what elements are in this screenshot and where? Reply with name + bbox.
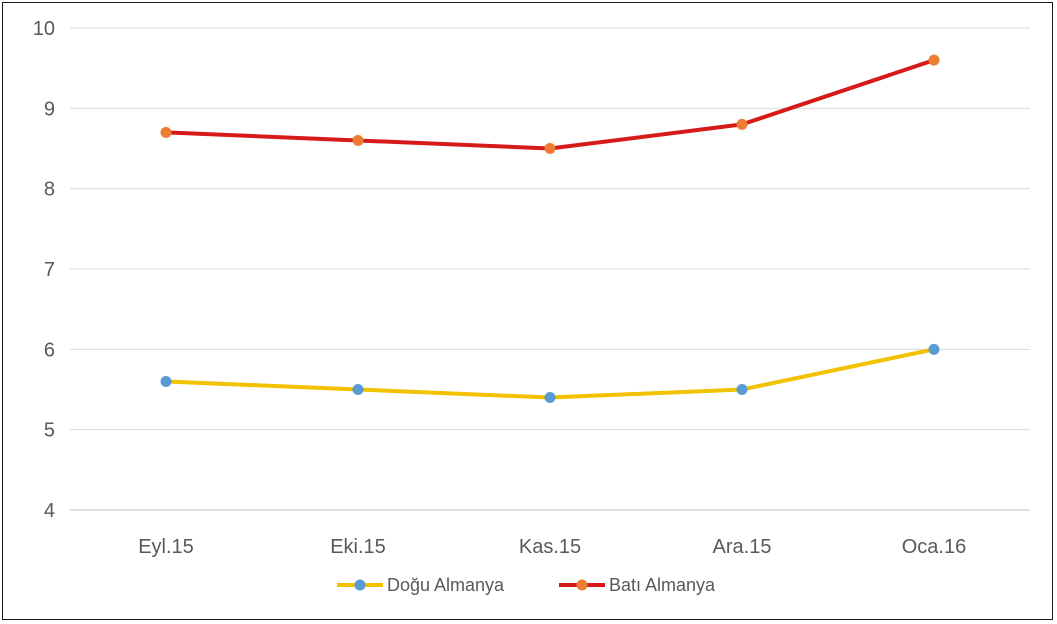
axis-labels: 4 5 6 7 8 9 10 Eyl.15 Eki.15 Kas.15 Ara.15 Oca.16 bbox=[33, 18, 966, 558]
y-tick-label: 7 bbox=[44, 259, 55, 281]
y-tick-label: 10 bbox=[33, 18, 55, 40]
grid-lines bbox=[70, 27, 1030, 511]
series-line bbox=[164, 347, 936, 400]
y-tick-label: 8 bbox=[44, 179, 55, 201]
x-tick-label: Eyl.15 bbox=[138, 536, 194, 558]
legend-item: Doğu Almanya bbox=[337, 575, 505, 595]
series-1 bbox=[160, 54, 940, 154]
data-point bbox=[736, 118, 748, 130]
y-tick-label: 4 bbox=[44, 500, 55, 522]
series-0 bbox=[160, 343, 940, 404]
legend-item: Batı Almanya bbox=[559, 575, 716, 595]
legend-label: Batı Almanya bbox=[609, 575, 716, 595]
y-tick-label: 6 bbox=[44, 339, 55, 361]
data-point bbox=[352, 384, 364, 395]
data-point bbox=[544, 392, 556, 404]
legend: Doğu Almanya Batı Almanya bbox=[337, 575, 716, 595]
line-chart: 4 5 6 7 8 9 10 Eyl.15 Eki.15 Kas.15 Ara.15 Oca.16 D… bbox=[33, 18, 1030, 595]
y-tick-label: 5 bbox=[44, 420, 55, 442]
x-tick-label: Oca.16 bbox=[902, 536, 966, 558]
data-point bbox=[160, 375, 172, 387]
legend-swatch-marker bbox=[354, 579, 366, 591]
data-point bbox=[160, 126, 172, 138]
data-point bbox=[928, 343, 940, 355]
x-tick-label: Kas.15 bbox=[519, 536, 581, 558]
data-point bbox=[736, 384, 748, 395]
data-point bbox=[544, 143, 556, 154]
y-tick-label: 9 bbox=[44, 98, 55, 120]
x-tick-label: Eki.15 bbox=[330, 536, 386, 558]
legend-label: Doğu Almanya bbox=[387, 575, 505, 595]
data-point bbox=[928, 54, 940, 66]
data-point bbox=[352, 134, 364, 146]
series-lines bbox=[160, 54, 940, 404]
x-tick-label: Ara.15 bbox=[713, 536, 772, 558]
series-line bbox=[164, 58, 936, 151]
legend-swatch-marker bbox=[576, 579, 588, 591]
